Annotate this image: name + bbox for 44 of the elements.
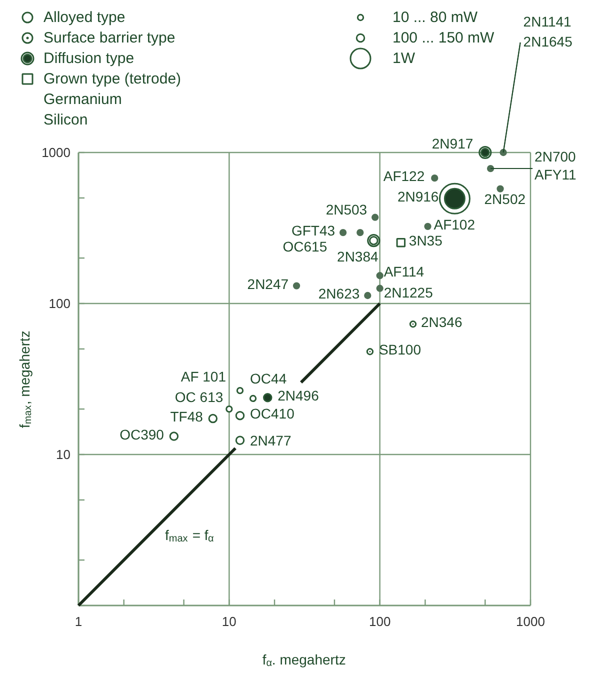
annotation: OC390 (120, 426, 164, 442)
annotation: TF48 (170, 408, 204, 425)
annotation: 2N247 (247, 276, 289, 292)
y-tick-label: 100 (48, 296, 71, 311)
legend-label: 10 ... 80 mW (392, 9, 478, 26)
annotation: 2N917 (432, 136, 474, 152)
legend-label: 1W (392, 50, 416, 67)
y-axis-title: fmax, megahertz (16, 330, 34, 428)
annotation: 2N623 (318, 285, 360, 302)
annotation: 2N1141 (523, 14, 572, 30)
annotation: 2N700 (534, 148, 576, 165)
text: Germanium (44, 91, 122, 108)
annotation: 2N384 (337, 248, 379, 265)
annotation: 2N916 (397, 188, 439, 205)
annotation: 3N35 (408, 232, 443, 249)
x-tick-label: 1000 (516, 614, 545, 629)
annotation: 2N496 (278, 388, 320, 404)
annotation: OC44 (250, 370, 287, 386)
annotation: 2N346 (420, 314, 462, 330)
annotation: AF 101 (180, 368, 226, 385)
legend-label: Surface barrier type (44, 30, 176, 46)
annotation: 2N1645 (523, 34, 573, 50)
annotation: 2N502 (484, 190, 526, 207)
legend-label: 100 ... 150 mW (392, 30, 496, 46)
annotation: AFY11 (534, 166, 577, 183)
legend-label: Diffusion type (44, 50, 134, 67)
x-tick-label: 10 (222, 614, 236, 629)
y-tick-label: 10 (56, 447, 71, 462)
x-tick-label: 100 (368, 614, 391, 629)
annotation: 2N1225 (384, 284, 434, 300)
annotation: AF114 (384, 264, 424, 280)
annotation: AF122 (383, 168, 425, 184)
annotation: 2N477 (250, 432, 292, 448)
annotation: AF102 (434, 216, 476, 232)
annotation: OC 613 (174, 389, 224, 406)
legend-label: Alloyed type (44, 9, 126, 26)
annotation: 2N503 (326, 201, 368, 218)
annotation: GFT43 (291, 222, 336, 239)
annotation: OC410 (250, 406, 295, 422)
text: Silicon (44, 112, 88, 128)
legend-label: Grown type (tetrode) (44, 70, 182, 88)
x-tick-label: 1 (74, 614, 82, 629)
annotation: OC615 (282, 238, 328, 255)
y-tick-label: 1000 (42, 145, 70, 160)
